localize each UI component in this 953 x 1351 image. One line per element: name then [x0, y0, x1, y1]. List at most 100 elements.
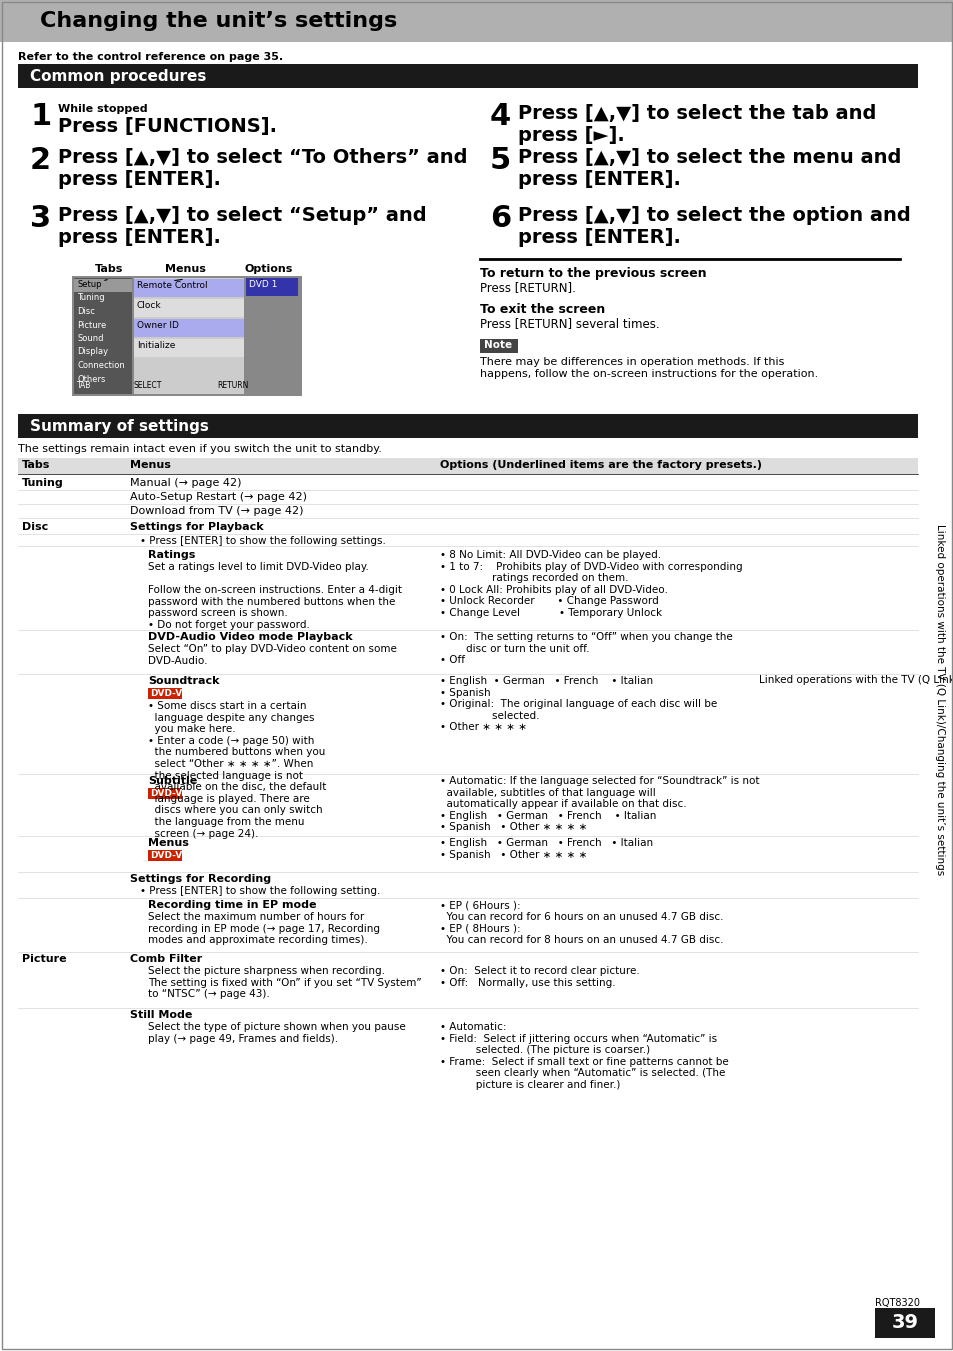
- Text: • Press [ENTER] to show the following settings.: • Press [ENTER] to show the following se…: [140, 536, 385, 546]
- Text: 6: 6: [490, 204, 511, 232]
- Text: 5: 5: [490, 146, 511, 176]
- Bar: [148, 688, 182, 698]
- Text: Disc: Disc: [77, 307, 94, 316]
- Bar: [18, 413, 917, 438]
- Text: Press [RETURN] several times.: Press [RETURN] several times.: [479, 317, 659, 330]
- Text: Sound: Sound: [77, 334, 103, 343]
- Text: 2: 2: [30, 146, 51, 176]
- Text: There may be differences in operation methods. If this
happens, follow the on-sc: There may be differences in operation me…: [479, 357, 818, 378]
- Text: Tabs: Tabs: [95, 263, 123, 274]
- Text: SELECT: SELECT: [133, 381, 162, 390]
- Bar: [479, 339, 517, 353]
- Text: • Some discs start in a certain
  language despite any changes
  you make here.
: • Some discs start in a certain language…: [148, 701, 326, 839]
- Text: Press [▲,▼] to select the option and
press [ENTER].: Press [▲,▼] to select the option and pre…: [517, 205, 910, 247]
- Text: DVD 1: DVD 1: [249, 280, 277, 289]
- Text: Tabs: Tabs: [22, 459, 51, 470]
- Bar: [133, 319, 244, 336]
- Text: Options (Underlined items are the factory presets.): Options (Underlined items are the factor…: [439, 459, 761, 470]
- Text: Press [▲,▼] to select “To Others” and
press [ENTER].: Press [▲,▼] to select “To Others” and pr…: [58, 149, 467, 189]
- Text: Select the maximum number of hours for
recording in EP mode (→ page 17, Recordin: Select the maximum number of hours for r…: [148, 912, 379, 946]
- Text: Menus: Menus: [165, 263, 206, 274]
- Text: Summary of settings: Summary of settings: [30, 419, 209, 434]
- Bar: [74, 278, 132, 394]
- Text: Recording time in EP mode: Recording time in EP mode: [148, 900, 316, 911]
- Text: The settings remain intact even if you switch the unit to standby.: The settings remain intact even if you s…: [18, 444, 381, 454]
- Text: Menus: Menus: [148, 838, 189, 848]
- Text: Soundtrack: Soundtrack: [148, 676, 219, 686]
- Text: Tuning: Tuning: [77, 293, 105, 303]
- Text: Auto-Setup Restart (→ page 42): Auto-Setup Restart (→ page 42): [130, 492, 307, 503]
- Text: Still Mode: Still Mode: [130, 1011, 193, 1020]
- Text: • On:  Select it to record clear picture.
• Off:   Normally, use this setting.: • On: Select it to record clear picture.…: [439, 966, 639, 988]
- Text: Options: Options: [245, 263, 294, 274]
- Text: 4: 4: [490, 101, 511, 131]
- Text: DVD-V: DVD-V: [150, 851, 182, 861]
- Text: Select the type of picture shown when you pause
play (→ page 49, Frames and fiel: Select the type of picture shown when yo…: [148, 1021, 405, 1043]
- Text: Select “On” to play DVD-Video content on some
DVD-Audio.: Select “On” to play DVD-Video content on…: [148, 644, 396, 666]
- Text: • Automatic: If the language selected for “Soundtrack” is not
  available, subti: • Automatic: If the language selected fo…: [439, 775, 759, 832]
- Bar: [133, 299, 244, 317]
- Bar: [0, 0, 953, 42]
- Text: Picture: Picture: [22, 954, 67, 965]
- Text: While stopped: While stopped: [58, 104, 148, 113]
- Text: 3: 3: [30, 204, 51, 232]
- Text: To return to the previous screen: To return to the previous screen: [479, 267, 706, 280]
- Text: Press [FUNCTIONS].: Press [FUNCTIONS].: [58, 118, 276, 136]
- Text: Common procedures: Common procedures: [30, 69, 206, 84]
- Text: • On:  The setting returns to “Off” when you change the
        disc or turn the: • On: The setting returns to “Off” when …: [439, 632, 732, 665]
- Text: 1: 1: [30, 101, 51, 131]
- Text: Initialize: Initialize: [137, 340, 175, 350]
- Bar: [148, 788, 182, 798]
- Text: Connection: Connection: [77, 361, 125, 370]
- Text: Changing the unit’s settings: Changing the unit’s settings: [40, 11, 396, 31]
- Text: Refer to the control reference on page 35.: Refer to the control reference on page 3…: [18, 51, 283, 62]
- Text: Set a ratings level to limit DVD-Video play.

Follow the on-screen instructions.: Set a ratings level to limit DVD-Video p…: [148, 562, 401, 630]
- Text: Disc: Disc: [22, 521, 49, 532]
- Bar: [874, 1308, 934, 1337]
- Text: To exit the screen: To exit the screen: [479, 303, 604, 316]
- Text: Download from TV (→ page 42): Download from TV (→ page 42): [130, 507, 303, 516]
- Text: Tuning: Tuning: [22, 478, 64, 488]
- Bar: [133, 339, 244, 357]
- Text: • EP ( 6Hours ):
  You can record for 6 hours on an unused 4.7 GB disc.
• EP ( 8: • EP ( 6Hours ): You can record for 6 ho…: [439, 900, 722, 944]
- Text: Linked operations with the TV (Q Link)/Changing the unit’s settings: Linked operations with the TV (Q Link)/C…: [934, 524, 944, 875]
- Text: RETURN: RETURN: [216, 381, 248, 390]
- Text: • English   • German   • French   • Italian
• Spanish   • Other ∗ ∗ ∗ ∗: • English • German • French • Italian • …: [439, 838, 653, 859]
- Text: Remote Control: Remote Control: [137, 281, 208, 290]
- Text: TAB: TAB: [77, 381, 91, 390]
- Text: Settings for Playback: Settings for Playback: [130, 521, 263, 532]
- Text: • 8 No Limit: All DVD-Video can be played.
• 1 to 7:    Prohibits play of DVD-Vi: • 8 No Limit: All DVD-Video can be playe…: [439, 550, 741, 617]
- Text: Clock: Clock: [137, 301, 161, 309]
- Text: Owner ID: Owner ID: [137, 322, 178, 330]
- Text: Subtitle: Subtitle: [148, 775, 197, 786]
- Text: Press [RETURN].: Press [RETURN].: [479, 281, 576, 295]
- Text: Setup: Setup: [77, 280, 101, 289]
- Bar: [133, 280, 244, 297]
- Text: DVD-V: DVD-V: [150, 789, 182, 798]
- Text: Others: Others: [77, 374, 105, 384]
- Bar: [18, 458, 917, 474]
- Text: Select the picture sharpness when recording.
The setting is fixed with “On” if y: Select the picture sharpness when record…: [148, 966, 421, 1000]
- Bar: [133, 278, 244, 394]
- Text: Comb Filter: Comb Filter: [130, 954, 202, 965]
- Text: 39: 39: [890, 1313, 918, 1332]
- Text: Press [▲,▼] to select “Setup” and
press [ENTER].: Press [▲,▼] to select “Setup” and press …: [58, 205, 426, 247]
- Text: Press [▲,▼] to select the tab and
press [►].: Press [▲,▼] to select the tab and press …: [517, 104, 876, 145]
- Text: DVD-Audio Video mode Playback: DVD-Audio Video mode Playback: [148, 632, 353, 642]
- Text: Display: Display: [77, 347, 108, 357]
- Text: Settings for Recording: Settings for Recording: [130, 874, 271, 884]
- Text: Linked operations with the TV (Q Link)/Changing the unit’s settings: Linked operations with the TV (Q Link)/C…: [759, 676, 953, 685]
- Bar: [74, 280, 132, 292]
- Text: Ratings: Ratings: [148, 550, 195, 561]
- Text: • Press [ENTER] to show the following setting.: • Press [ENTER] to show the following se…: [140, 886, 380, 896]
- Text: DVD-V: DVD-V: [150, 689, 182, 698]
- Bar: [148, 850, 182, 861]
- Bar: [71, 276, 302, 396]
- Text: • English  • German   • French    • Italian
• Spanish
• Original:  The original : • English • German • French • Italian • …: [439, 676, 717, 732]
- Text: Picture: Picture: [77, 320, 106, 330]
- Text: Manual (→ page 42): Manual (→ page 42): [130, 478, 241, 488]
- Bar: [18, 63, 917, 88]
- Bar: [246, 278, 297, 296]
- Text: Press [▲,▼] to select the menu and
press [ENTER].: Press [▲,▼] to select the menu and press…: [517, 149, 901, 189]
- Text: Menus: Menus: [130, 459, 171, 470]
